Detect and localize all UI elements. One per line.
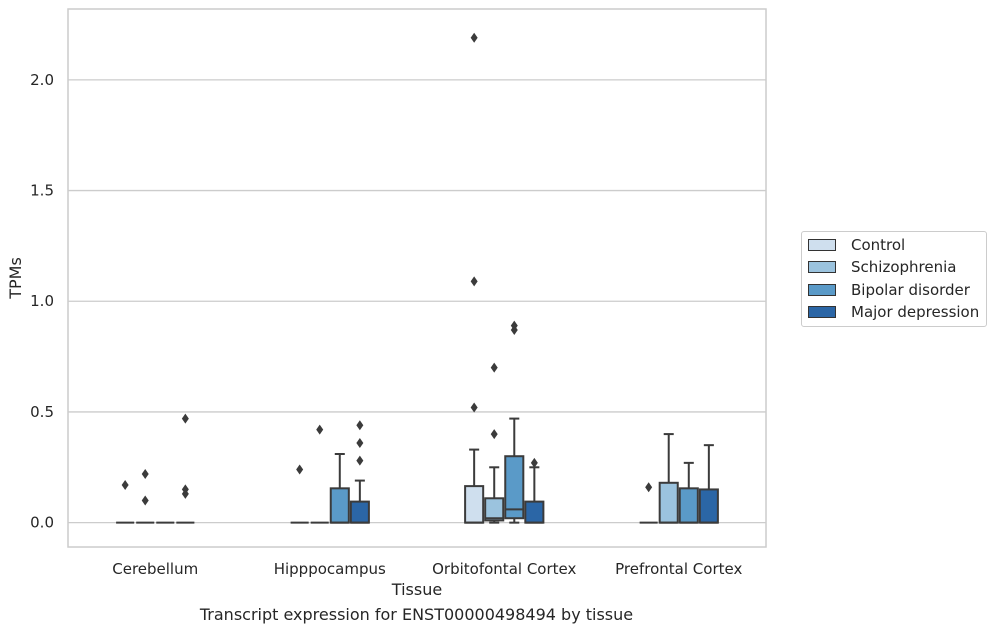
outlier-point <box>510 320 518 331</box>
outlier-point <box>530 457 538 468</box>
x-axis-label: Tissue <box>391 580 442 599</box>
legend-item-control: Control <box>808 235 905 255</box>
y-tick-label: 2.0 <box>30 71 54 89</box>
box-1-3 <box>349 420 370 524</box>
box-body <box>504 455 525 520</box>
outlier-point <box>470 32 478 43</box>
box-3-3 <box>698 444 719 524</box>
plot-frame <box>67 8 767 548</box>
y-axis-ticks: 0.0 0.5 1.0 1.5 2.0 <box>30 71 54 532</box>
box-body <box>329 487 350 524</box>
box-body <box>349 500 370 524</box>
box-2-1 <box>484 362 505 524</box>
legend-label: Control <box>851 236 906 254</box>
box-2-2 <box>504 320 525 524</box>
legend-item-major-depression: Major depression <box>808 302 979 322</box>
legend-item-schizophrenia: Schizophrenia <box>808 257 956 277</box>
outlier-point <box>470 402 478 413</box>
outlier-point <box>356 455 364 466</box>
outlier-point <box>316 424 324 435</box>
box-body <box>698 488 719 524</box>
y-tick-label: 1.5 <box>30 182 54 200</box>
y-axis-label: TPMs <box>6 257 25 300</box>
box-body <box>484 497 505 522</box>
outlier-point <box>356 437 364 448</box>
y-tick-label: 0.5 <box>30 403 54 421</box>
box-0-3 <box>176 413 195 524</box>
box-0-0 <box>116 480 135 524</box>
grid-lines <box>68 79 766 524</box>
outlier-point <box>181 413 189 424</box>
outlier-point <box>490 362 498 373</box>
legend-swatch <box>808 239 836 251</box>
outlier-point <box>645 482 653 493</box>
outlier-point <box>356 420 364 431</box>
outlier-point <box>490 429 498 440</box>
x-tick-label: Orbitofontal Cortex <box>432 560 576 578</box>
x-axis-ticks: Cerebellum Hipppocampus Orbitofontal Corte… <box>112 560 742 578</box>
legend-swatch <box>808 306 836 318</box>
boxes <box>116 32 719 524</box>
box-body <box>658 481 679 524</box>
box-body <box>524 500 545 524</box>
box-3-0 <box>639 482 658 524</box>
y-tick-label: 0.0 <box>30 514 54 532</box>
box-2-3 <box>524 457 545 524</box>
box-3-2 <box>678 461 699 524</box>
legend-label: Bipolar disorder <box>851 281 970 299</box>
legend-swatch <box>808 284 836 296</box>
y-tick-label: 1.0 <box>30 292 54 310</box>
box-1-2 <box>329 453 350 524</box>
legend-label: Major depression <box>851 303 980 321</box>
x-tick-label: Prefrontal Cortex <box>615 560 742 578</box>
chart-caption: Transcript expression for ENST0000049849… <box>199 605 634 624</box>
box-body <box>464 485 485 524</box>
legend-item-bipolar-disorder: Bipolar disorder <box>808 280 970 300</box>
outlier-point <box>141 495 149 506</box>
outlier-point <box>470 276 478 287</box>
outlier-point <box>121 480 129 491</box>
outlier-point <box>181 484 189 495</box>
x-tick-label: Cerebellum <box>112 560 198 578</box>
box-body <box>678 487 699 524</box>
outlier-point <box>296 464 304 475</box>
box-1-1 <box>310 424 329 524</box>
box-1-0 <box>290 464 309 524</box>
legend-label: Schizophrenia <box>851 258 957 276</box>
x-tick-label: Hipppocampus <box>274 560 386 578</box>
legend-swatch <box>808 261 836 273</box>
box-3-1 <box>658 433 679 524</box>
legend: Control Schizophrenia Bipolar disorder M… <box>801 231 987 327</box>
box-0-1 <box>136 468 155 524</box>
outlier-point <box>141 468 149 479</box>
box-2-0 <box>464 32 485 524</box>
